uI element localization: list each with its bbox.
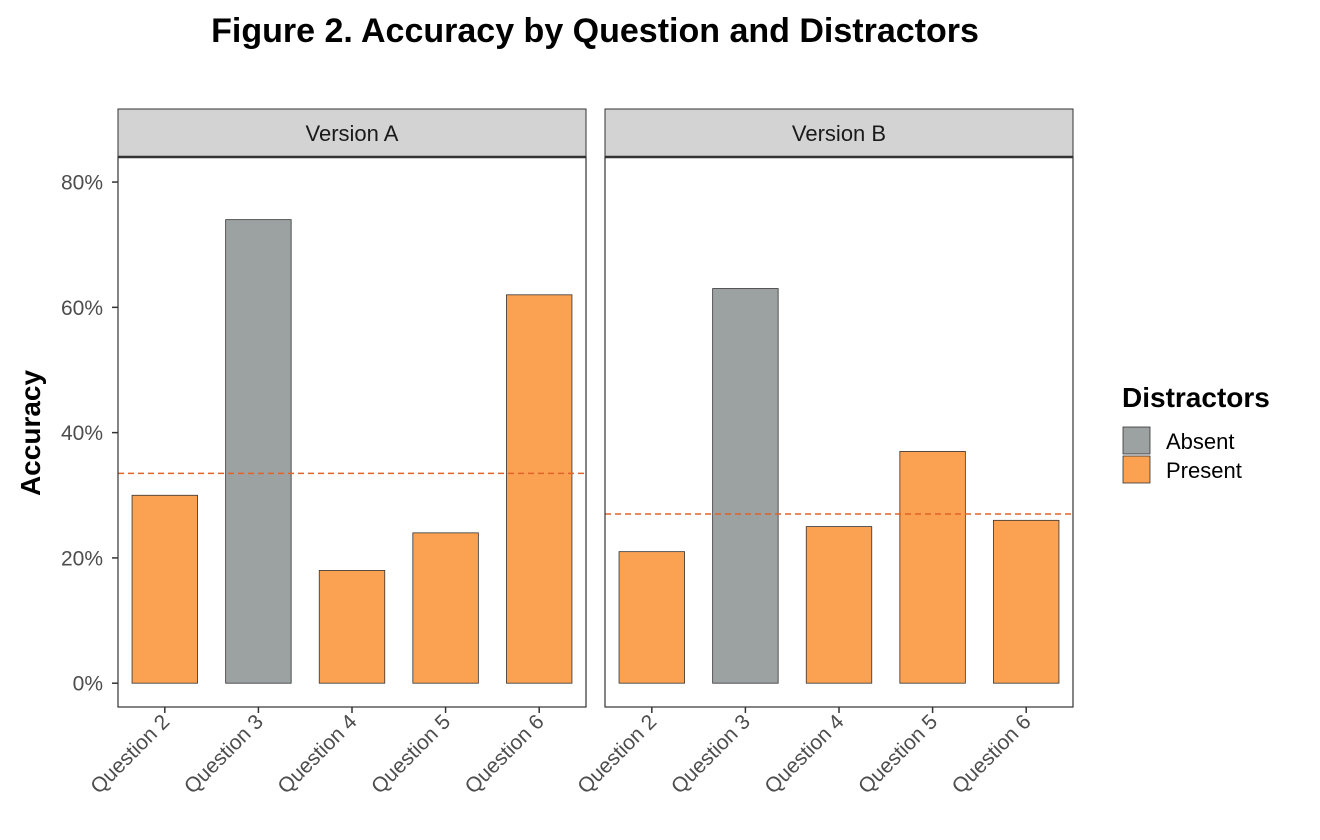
y-tick-label: 40% [61, 422, 103, 445]
legend-swatch [1122, 455, 1151, 484]
legend-swatch [1122, 426, 1151, 455]
bar [225, 219, 292, 684]
x-tick-label: Question 4 [760, 710, 848, 798]
bar [993, 519, 1060, 684]
y-axis: 0% 20% 40% 60% 80% [61, 172, 118, 696]
x-tick-label: Question 5 [854, 710, 942, 798]
x-tick-label: Question 6 [948, 710, 1036, 798]
x-tick-label: Question 3 [667, 710, 755, 798]
legend-label: Absent [1166, 429, 1235, 454]
strip-label: Version A [306, 121, 399, 146]
chart-title: Figure 2. Accuracy by Question and Distr… [211, 12, 979, 50]
bar [506, 294, 573, 684]
bar [712, 288, 779, 684]
y-tick-label: 0% [73, 673, 103, 696]
x-tick-label: Question 2 [86, 710, 174, 798]
x-tick-label: Question 4 [273, 710, 361, 798]
y-tick-label: 60% [61, 297, 103, 320]
y-axis-title: Accuracy [15, 370, 46, 497]
legend: Distractors Absent Present [1122, 382, 1270, 484]
x-tick-label: Question 6 [461, 710, 549, 798]
y-tick-label: 80% [61, 172, 103, 195]
x-tick-label: Question 2 [573, 710, 661, 798]
strip-background [117, 108, 587, 158]
bar [318, 570, 386, 684]
bar [618, 551, 685, 684]
bar [899, 451, 966, 684]
x-tick-label: Question 5 [367, 710, 455, 798]
panel-version-b: Version B Question 2 Question 3 Question 4… [573, 108, 1074, 798]
legend-label: Present [1166, 458, 1242, 483]
strip-background [604, 108, 1074, 158]
legend-title: Distractors [1122, 382, 1270, 413]
x-tick-label: Question 3 [180, 710, 268, 798]
bar [131, 494, 198, 684]
y-tick-label: 20% [61, 547, 103, 570]
panel-version-a: Version A Question 2 Question 3 Question 4… [86, 108, 587, 798]
strip-label: Version B [792, 121, 886, 146]
bar [412, 532, 479, 684]
bar [805, 526, 873, 684]
